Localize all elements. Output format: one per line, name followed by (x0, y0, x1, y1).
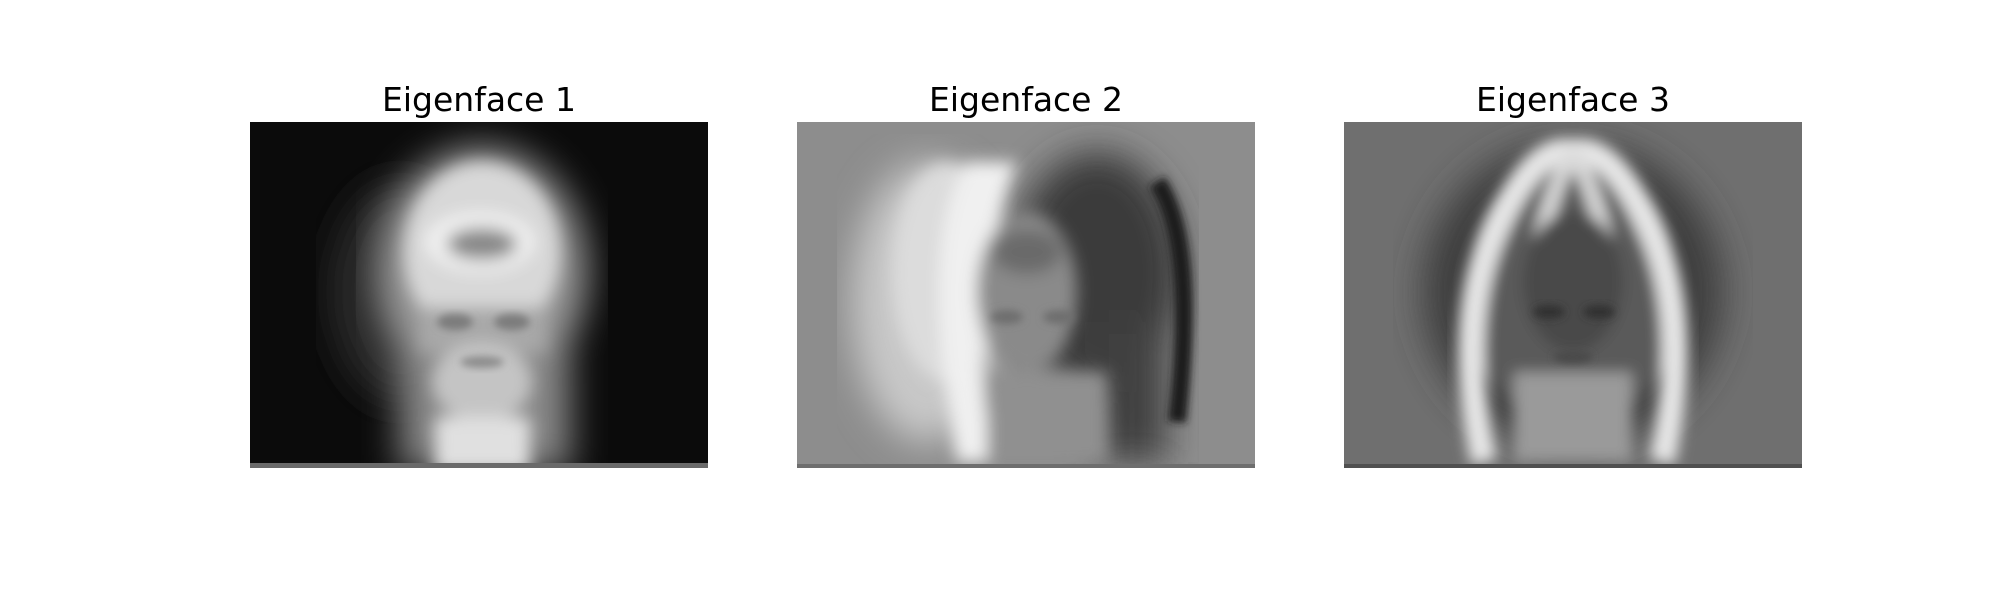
eigenface-1-image (250, 122, 708, 468)
eigenface-2-image (797, 122, 1255, 468)
eigenface-panel-3: Eigenface 3 (1344, 78, 1802, 468)
panel-title: Eigenface 2 (929, 80, 1123, 119)
panel-title: Eigenface 3 (1476, 80, 1670, 119)
eigenface-panel-2: Eigenface 2 (797, 78, 1255, 468)
eigenface-panel-1: Eigenface 1 (250, 78, 708, 468)
panel-title: Eigenface 1 (382, 80, 576, 119)
eigenface-3-image (1344, 122, 1802, 468)
